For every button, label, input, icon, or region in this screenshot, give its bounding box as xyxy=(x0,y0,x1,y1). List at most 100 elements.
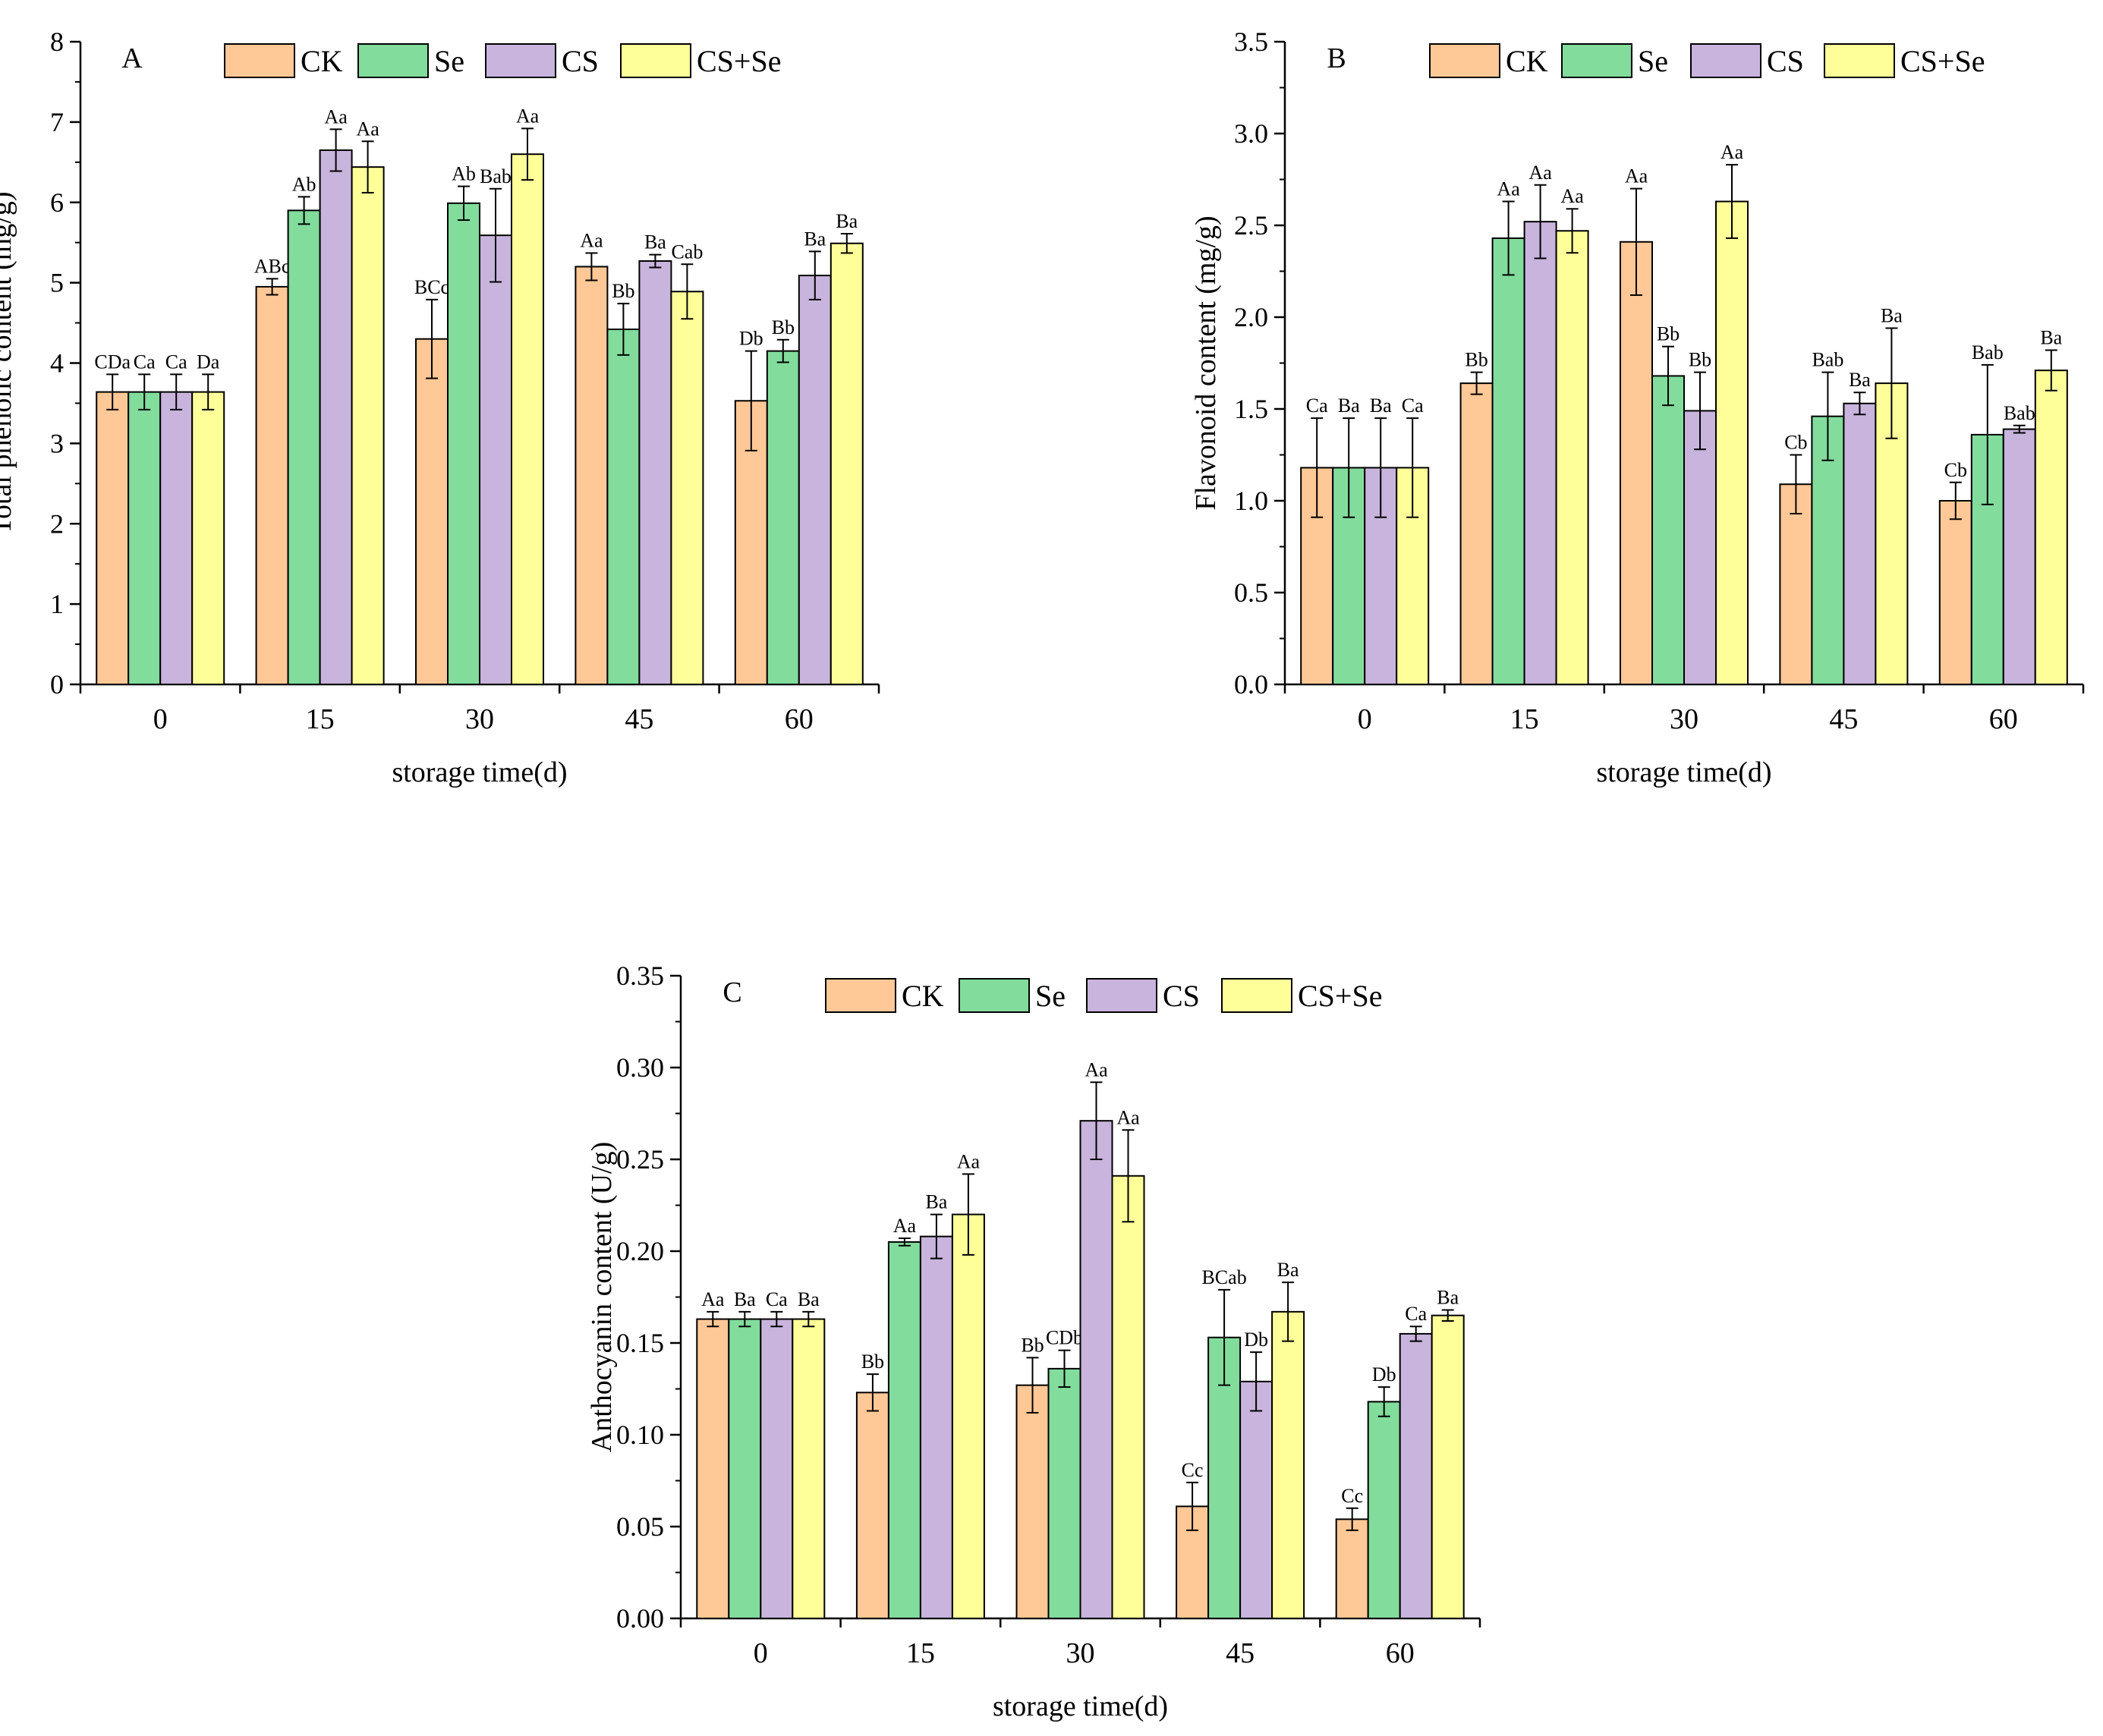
y-tick-label: 2.0 xyxy=(1234,302,1268,332)
significance-label: Aa xyxy=(701,1288,725,1310)
bar-csplusse xyxy=(1111,1175,1145,1619)
significance-label: Ba xyxy=(1338,395,1360,417)
x-tick-label: 60 xyxy=(785,703,814,735)
bar-se xyxy=(1651,375,1685,685)
bar-se xyxy=(1047,1367,1081,1619)
significance-label: Ca xyxy=(1402,395,1424,417)
significance-label: Aa xyxy=(580,229,603,251)
significance-label: Ba xyxy=(734,1288,756,1310)
y-tick-label: 3.5 xyxy=(1234,27,1268,57)
legend-swatch-cs xyxy=(485,43,556,78)
significance-label: Ba xyxy=(1849,369,1871,391)
y-tick-label: 1.5 xyxy=(1234,394,1268,424)
x-tick-label: 30 xyxy=(465,703,494,735)
y-tick-label: 0 xyxy=(50,669,64,700)
y-tick-label: 0.25 xyxy=(616,1144,664,1175)
bar-ck xyxy=(415,338,449,685)
bar-se xyxy=(128,391,162,685)
bar-csplusse xyxy=(1555,230,1589,685)
legend-swatch-cs xyxy=(1086,978,1157,1013)
legend-label: Se xyxy=(1638,44,1668,78)
significance-label: Aa xyxy=(1528,162,1552,184)
bar-csplusse xyxy=(1431,1314,1465,1619)
significance-label: Bb xyxy=(861,1351,884,1373)
bar-ck xyxy=(96,391,130,685)
significance-label: Aa xyxy=(1720,141,1744,163)
bar-se xyxy=(287,209,321,685)
bar-csplusse xyxy=(2034,370,2068,685)
x-tick-label: 45 xyxy=(1829,703,1858,735)
y-tick-label: 1 xyxy=(50,589,64,619)
y-tick-label: 2.5 xyxy=(1234,210,1268,241)
significance-label: Ba xyxy=(644,231,666,253)
y-tick-label: 0.05 xyxy=(616,1511,664,1542)
legend-label: CS xyxy=(1163,979,1200,1013)
x-tick-label: 0 xyxy=(153,703,168,735)
significance-label: Ca xyxy=(1405,1303,1427,1325)
significance-label: Ba xyxy=(925,1191,947,1213)
significance-label: Ca xyxy=(134,351,156,373)
legend-swatch-csplusse xyxy=(620,43,691,78)
significance-label: Bab xyxy=(1812,349,1843,371)
significance-label: Bb xyxy=(1465,349,1488,371)
legend-label: Se xyxy=(1035,979,1066,1013)
legend-label: CS+Se xyxy=(1298,979,1382,1013)
y-tick-label: 0.30 xyxy=(616,1052,664,1083)
x-axis-title: storage time(d) xyxy=(392,756,567,788)
panel-label: A xyxy=(121,42,143,74)
legend-swatch-ck xyxy=(224,43,295,78)
legend-swatch-csplusse xyxy=(1221,978,1292,1013)
bar-cs xyxy=(760,1318,794,1620)
bar-csplusse xyxy=(670,291,704,685)
significance-label: Db xyxy=(739,328,763,350)
x-tick-label: 0 xyxy=(754,1637,768,1669)
bar-cs xyxy=(638,260,672,685)
significance-label: Aa xyxy=(1497,178,1520,200)
bar-csplusse xyxy=(792,1318,826,1620)
bar-ck xyxy=(696,1318,730,1620)
significance-label: BCc xyxy=(414,276,449,298)
bar-csplusse xyxy=(191,391,225,685)
y-tick-label: 4 xyxy=(50,348,64,379)
bar-csplusse xyxy=(351,166,385,686)
y-tick-label: 5 xyxy=(50,268,64,298)
bar-cs xyxy=(1079,1120,1113,1620)
x-tick-label: 15 xyxy=(1510,703,1539,735)
significance-label: Ca xyxy=(766,1288,788,1310)
bar-se xyxy=(1367,1401,1401,1619)
significance-label: Ba xyxy=(1437,1286,1459,1308)
bar-cs xyxy=(319,149,353,685)
significance-label: Bab xyxy=(1972,341,2004,363)
significance-label: Aa xyxy=(356,118,379,140)
bar-cs xyxy=(1399,1332,1433,1620)
legend-label: Se xyxy=(434,44,464,78)
x-tick-label: 0 xyxy=(1358,703,1372,735)
y-tick-label: 0.00 xyxy=(616,1603,664,1634)
bar-se xyxy=(766,350,800,685)
bar-csplusse xyxy=(1271,1310,1305,1619)
y-tick-label: 7 xyxy=(50,107,64,137)
significance-label: Cab xyxy=(671,241,703,263)
bar-cs xyxy=(159,391,194,685)
x-axis-title: storage time(d) xyxy=(993,1690,1168,1722)
y-tick-label: 0.5 xyxy=(1234,577,1268,608)
y-tick-label: 3.0 xyxy=(1234,118,1268,149)
significance-label: Bab xyxy=(480,165,512,187)
significance-label: Aa xyxy=(1085,1058,1108,1080)
x-tick-label: 15 xyxy=(906,1637,935,1669)
bar-se xyxy=(606,329,641,685)
significance-label: Cb xyxy=(1944,459,1967,481)
significance-label: Ab xyxy=(452,163,476,185)
significance-label: Db xyxy=(1244,1329,1268,1351)
bar-ck xyxy=(575,266,609,685)
bar-ck xyxy=(1459,382,1494,685)
significance-label: Ba xyxy=(836,210,858,232)
bar-se xyxy=(1491,237,1525,685)
legend-label: CS+Se xyxy=(697,44,781,78)
x-tick-label: 30 xyxy=(1670,703,1698,735)
significance-label: Aa xyxy=(324,105,348,127)
significance-label: Ba xyxy=(2040,327,2062,349)
significance-label: Bb xyxy=(1657,323,1680,345)
